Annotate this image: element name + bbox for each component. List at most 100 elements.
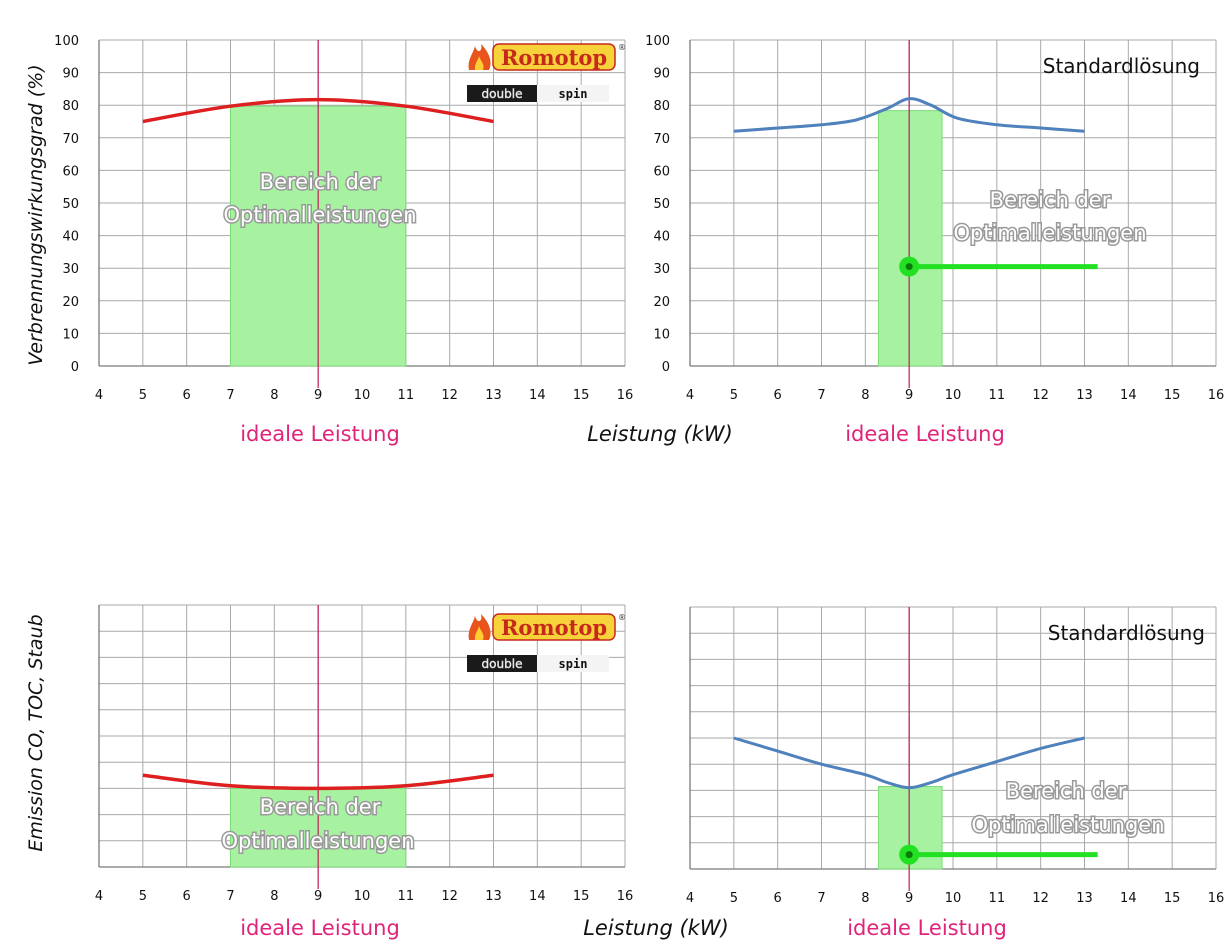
x-tick-label: 4 (95, 388, 103, 403)
flame-inner-icon (474, 626, 484, 640)
x-tick-label: 15 (1164, 388, 1181, 403)
x-tick-label: 9 (905, 891, 913, 906)
x-tick-label: 4 (95, 889, 103, 904)
x-tick-label: 7 (817, 388, 825, 403)
x-tick-label: 16 (617, 388, 634, 403)
x-tick-label: 11 (989, 891, 1006, 906)
ideal-marker-center (905, 851, 913, 859)
y-tick-label: 30 (653, 262, 670, 277)
y-tick-label: 70 (62, 132, 79, 147)
x-tick-label: 13 (1076, 891, 1093, 906)
optimal-range-band (877, 110, 943, 367)
band-label-bottom-left-line1: Bereich der (260, 795, 381, 819)
y-tick-label: 10 (62, 327, 79, 342)
band-label-top-left-line2: Optimalleistungen (223, 203, 416, 227)
romotop-brand: Romotop (501, 45, 607, 70)
ideal-label-bottom-right: ideale Leistung (847, 916, 1007, 940)
x-tick-label: 6 (774, 388, 782, 403)
x-tick-label: 13 (485, 889, 502, 904)
x-tick-label: 9 (314, 889, 322, 904)
x-tick-label: 16 (617, 889, 634, 904)
x-tick-label: 12 (1032, 891, 1049, 906)
x-tick-label: 7 (817, 891, 825, 906)
ideal-marker-center (905, 263, 913, 271)
registered-mark: ® (618, 613, 626, 622)
band-label-top-right-line2: Optimalleistungen (953, 221, 1146, 245)
x-tick-label: 15 (1164, 891, 1181, 906)
x-tick-label: 12 (441, 889, 458, 904)
y-tick-label: 0 (71, 360, 79, 375)
y-tick-label: 60 (653, 164, 670, 179)
double-label: double (482, 657, 523, 671)
y-tick-label: 20 (653, 295, 670, 310)
y-tick-label: 0 (662, 360, 670, 375)
series-curve (142, 97, 494, 124)
series-curve (733, 736, 1085, 790)
x-tick-label: 6 (774, 891, 782, 906)
band-label-bottom-right-line1: Bereich der (1006, 779, 1127, 803)
emission-romotop-chart: 4 5 6 7 8 9 10 11 12 13 14 15 16 (95, 604, 634, 904)
x-tick-label: 4 (686, 891, 694, 906)
x-tick-label: 8 (861, 388, 869, 403)
x-axis-label-bottom: Leistung (kW) (583, 916, 729, 940)
x-tick-label: 13 (485, 388, 502, 403)
registered-mark: ® (618, 43, 626, 52)
y-tick-label: 80 (653, 99, 670, 114)
y-tick-label: 80 (62, 99, 79, 114)
x-tick-label: 8 (861, 891, 869, 906)
ideal-label-bottom-left: ideale Leistung (240, 916, 400, 940)
x-tick-label: 12 (1032, 388, 1049, 403)
series-curve (142, 773, 494, 791)
efficiency-romotop-chart: 4 5 6 7 8 9 10 11 12 13 14 15 16 0 10 20 30 40 50 60 70 80 90 1… (54, 34, 633, 403)
x-tick-label: 7 (226, 889, 234, 904)
double-label: double (482, 87, 523, 101)
y-tick-label: 30 (62, 262, 79, 277)
y-tick-label: 40 (653, 230, 670, 245)
y-tick-label: 40 (62, 230, 79, 245)
x-tick-label: 15 (573, 889, 590, 904)
standard-label-top: Standardlösung (1043, 54, 1200, 78)
y-tick-label: 70 (653, 132, 670, 147)
x-tick-label: 10 (945, 891, 962, 906)
x-tick-label: 8 (270, 388, 278, 403)
flame-inner-icon (474, 56, 484, 70)
x-tick-label: 14 (529, 889, 546, 904)
flame-icon (468, 44, 491, 70)
x-tick-label: 10 (354, 388, 371, 403)
x-tick-label: 9 (905, 388, 913, 403)
ideal-label-top-right: ideale Leistung (845, 422, 1005, 446)
x-tick-label: 7 (226, 388, 234, 403)
x-tick-label: 5 (139, 889, 147, 904)
x-tick-label: 9 (314, 388, 322, 403)
x-tick-label: 13 (1076, 388, 1093, 403)
spin-label: spin (559, 87, 588, 101)
y-tick-label: 100 (54, 34, 79, 49)
x-tick-label: 11 (398, 889, 415, 904)
y-tick-label: 50 (653, 197, 670, 212)
y-tick-label: 20 (62, 295, 79, 310)
x-tick-label: 5 (730, 388, 738, 403)
x-tick-label: 6 (183, 388, 191, 403)
romotop-logo-bottom: Romotop ® double spin (467, 613, 626, 672)
x-tick-label: 4 (686, 388, 694, 403)
y-tick-label: 90 (62, 67, 79, 82)
band-label-top-left-line1: Bereich der (260, 170, 381, 194)
romotop-logo-top: Romotop ® double spin (467, 43, 626, 102)
flame-icon (468, 614, 491, 640)
ideal-label-top-left: ideale Leistung (240, 422, 400, 446)
x-tick-label: 10 (354, 889, 371, 904)
band-label-top-right-line1: Bereich der (990, 188, 1111, 212)
x-axis-label-top: Leistung (kW) (587, 422, 733, 446)
x-tick-label: 15 (573, 388, 590, 403)
efficiency-standard-chart: 4 5 6 7 8 9 10 11 12 13 14 15 16 0 10 20 30 40 50 60 70 80 90 1… (645, 34, 1224, 403)
series-curve (733, 97, 1085, 133)
x-tick-label: 6 (183, 889, 191, 904)
x-tick-label: 14 (529, 388, 546, 403)
x-tick-label: 16 (1208, 388, 1225, 403)
y-tick-label: 10 (653, 327, 670, 342)
emission-standard-chart: 4 5 6 7 8 9 10 11 12 13 14 15 16 (686, 606, 1224, 906)
romotop-brand: Romotop (501, 615, 607, 640)
standard-label-bottom: Standardlösung (1048, 621, 1205, 645)
x-tick-label: 10 (945, 388, 962, 403)
